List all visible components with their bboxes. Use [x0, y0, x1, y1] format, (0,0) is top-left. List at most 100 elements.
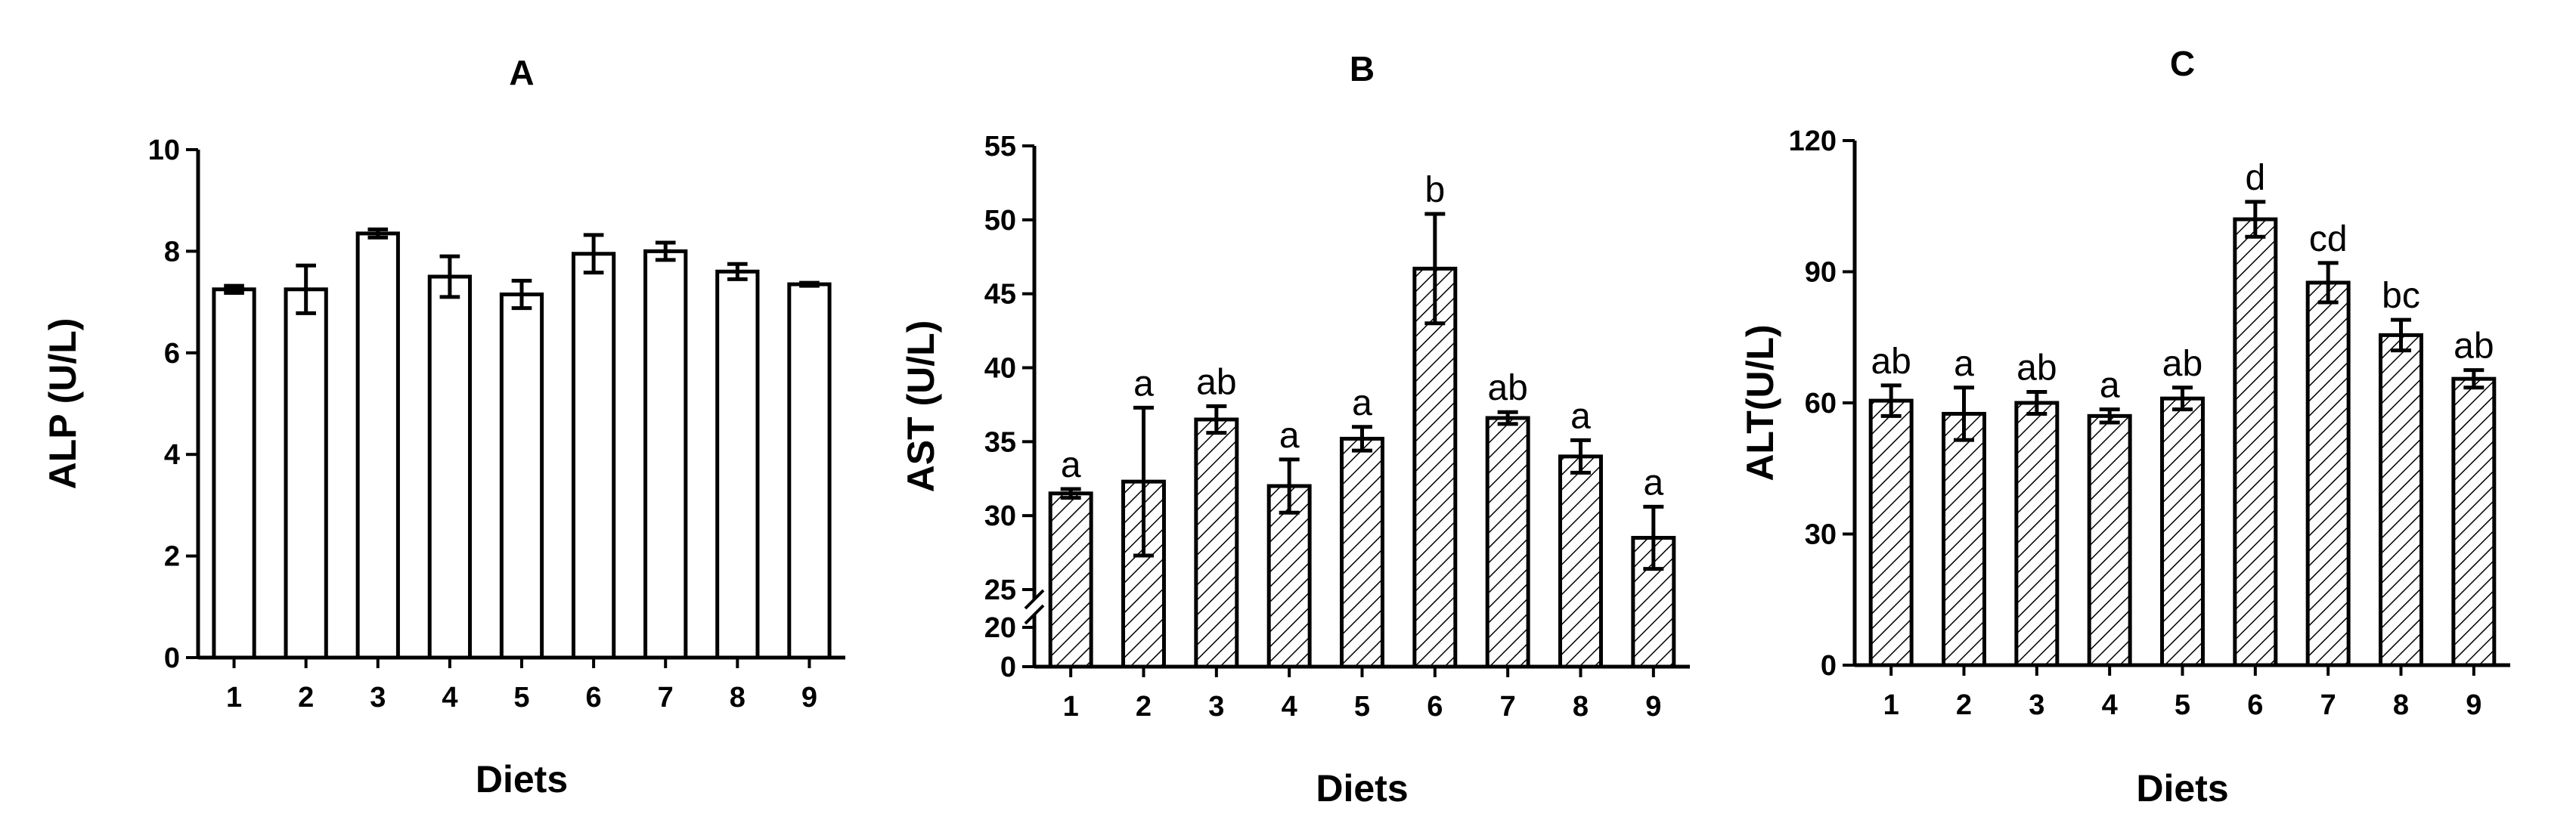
y-tick-label: 40 — [984, 353, 1016, 385]
bar — [2233, 217, 2278, 667]
x-tick-label: 6 — [586, 682, 602, 714]
significance-letter: ab — [1196, 362, 1236, 402]
y-tick-label: 25 — [984, 574, 1016, 606]
axis-break-mark — [1024, 604, 1045, 625]
y-tick-label: 2 — [164, 541, 180, 573]
y-axis-label: ALP (U/L) — [42, 318, 84, 490]
x-tick-label: 7 — [1500, 691, 1516, 723]
panel-title: C — [2170, 44, 2195, 83]
x-tick-label: 2 — [1956, 689, 1972, 721]
y-tick-label: 30 — [984, 500, 1016, 532]
bar — [1942, 411, 1986, 667]
significance-letter: a — [1061, 445, 1081, 485]
x-tick-label: 7 — [2320, 689, 2336, 721]
significance-letter: a — [2100, 366, 2120, 406]
y-tick-label: 35 — [984, 426, 1016, 458]
x-tick-label: 4 — [2102, 689, 2118, 721]
y-tick-label: 8 — [164, 236, 180, 268]
axis-break-mark — [1024, 589, 1045, 610]
x-tick-label: 1 — [226, 682, 242, 714]
significance-letter: ab — [2162, 344, 2202, 384]
panel-a-chart: A 1 2 3 4 5 6 7 8 9 0 2 4 6 8 10 Diets ALP (U/L) — [42, 53, 845, 800]
bar — [284, 287, 328, 660]
panel-b-chart: Ba 1 a 2 ab 3 a 4 a 5 b 6 ab 7 a 8 a 9 0 20 25 30 35 40 45 50 55 Di… — [900, 49, 1690, 810]
panel-title: B — [1350, 49, 1375, 88]
significance-letter: d — [2245, 158, 2265, 198]
significance-letter: bc — [2382, 276, 2420, 316]
x-tick-label: 6 — [1427, 691, 1443, 723]
y-tick-label: 0 — [1821, 650, 1837, 682]
x-tick-label: 1 — [1883, 689, 1899, 721]
x-tick-label: 9 — [2466, 689, 2481, 721]
x-axis-label: Diets — [2136, 767, 2228, 810]
bar — [1485, 416, 1530, 669]
bar — [787, 282, 832, 660]
y-tick-label: 50 — [984, 205, 1016, 237]
x-axis-label: Diets — [1316, 767, 1408, 810]
x-tick-label: 2 — [298, 682, 314, 714]
x-axis-label: Diets — [476, 758, 568, 800]
significance-letter: a — [1570, 396, 1591, 436]
significance-letter: ab — [2016, 348, 2057, 389]
bar — [1340, 436, 1384, 669]
bar — [571, 252, 616, 660]
significance-letter: a — [1352, 383, 1372, 423]
x-tick-label: 4 — [442, 682, 457, 714]
y-axis-label: AST (U/L) — [900, 320, 942, 493]
x-tick-label: 8 — [2393, 689, 2409, 721]
bar — [212, 287, 256, 660]
x-tick-label: 1 — [1063, 691, 1079, 723]
y-tick-label: 20 — [984, 612, 1016, 644]
x-tick-label: 9 — [801, 682, 817, 714]
y-tick-label: 90 — [1805, 257, 1837, 289]
x-tick-label: 5 — [1354, 691, 1370, 723]
y-tick-label: 30 — [1805, 519, 1837, 551]
x-tick-label: 3 — [2029, 689, 2044, 721]
y-tick-label: 55 — [984, 131, 1016, 163]
y-axis-label: ALT(U/L) — [1739, 324, 1781, 481]
bar — [2014, 401, 2060, 667]
x-tick-label: 7 — [658, 682, 674, 714]
significance-letter: ab — [2454, 327, 2494, 367]
y-tick-label: 0 — [1000, 652, 1016, 683]
significance-letter: a — [1279, 416, 1300, 456]
bar — [2379, 333, 2423, 667]
significance-letter: ab — [1871, 342, 1911, 382]
x-tick-label: 8 — [730, 682, 746, 714]
bar — [1868, 398, 1914, 667]
significance-letter: a — [1133, 364, 1154, 404]
bar — [1048, 491, 1093, 669]
bar — [2160, 396, 2205, 667]
x-tick-label: 3 — [370, 682, 386, 714]
significance-letter: b — [1424, 170, 1445, 210]
bar — [427, 274, 473, 660]
y-tick-label: 0 — [164, 642, 180, 674]
panel-title: A — [509, 53, 534, 92]
y-tick-label: 10 — [148, 135, 180, 166]
x-tick-label: 6 — [2247, 689, 2263, 721]
significance-letter: a — [1643, 463, 1663, 503]
y-tick-label: 4 — [164, 439, 180, 471]
x-tick-label: 9 — [1645, 691, 1661, 723]
y-tick-label: 120 — [1789, 125, 1837, 157]
x-tick-label: 4 — [1282, 691, 1297, 723]
y-tick-label: 45 — [984, 279, 1016, 311]
significance-letter: cd — [2309, 219, 2348, 259]
significance-letter: ab — [1487, 368, 1527, 408]
bar — [1194, 417, 1239, 669]
bar — [643, 249, 688, 660]
bar — [715, 269, 760, 660]
panel-c-chart: Cab1a2ab3a4ab5d6cd7bc8ab90306090120Diets… — [1739, 44, 2510, 810]
significance-letter: a — [1954, 344, 1974, 384]
bar — [2451, 376, 2497, 667]
x-tick-label: 5 — [2175, 689, 2190, 721]
x-tick-label: 2 — [1136, 691, 1152, 723]
bar — [2087, 413, 2132, 667]
y-tick-label: 60 — [1805, 388, 1837, 420]
bar — [2305, 280, 2351, 667]
bar — [355, 231, 400, 660]
x-tick-label: 3 — [1208, 691, 1224, 723]
bar — [1412, 266, 1458, 669]
x-tick-label: 8 — [1573, 691, 1589, 723]
